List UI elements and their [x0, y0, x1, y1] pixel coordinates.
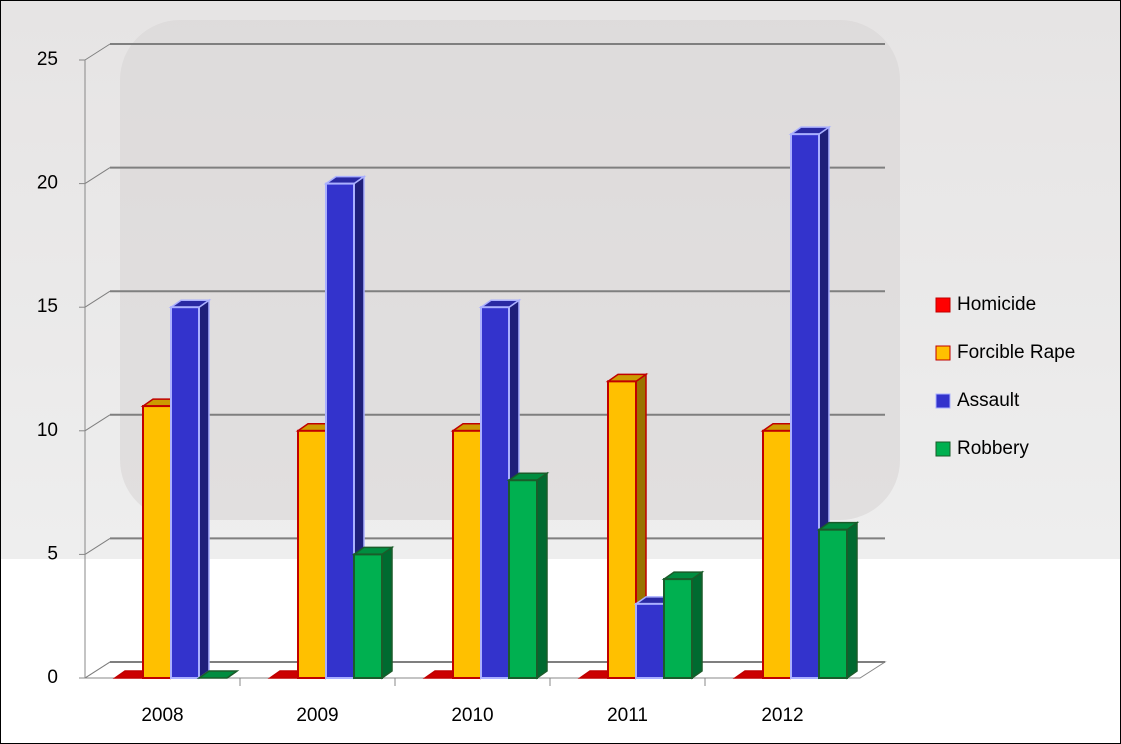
- legend-label: Assault: [957, 390, 1020, 411]
- bar-side: [536, 471, 548, 680]
- legend-label: Forcible Rape: [957, 342, 1075, 363]
- bar: [170, 306, 200, 679]
- grid-connector: [84, 537, 111, 555]
- legend-swatch: [935, 297, 951, 313]
- y-tick-label: 5: [47, 543, 58, 564]
- x-tick-label: 2009: [296, 705, 338, 726]
- bar: [297, 429, 327, 679]
- bar: [452, 429, 482, 679]
- y-tick-label: 0: [47, 667, 58, 688]
- bar: [607, 380, 637, 679]
- bar: [635, 602, 665, 680]
- grid-connector: [84, 661, 111, 679]
- legend-label: Robbery: [957, 438, 1029, 459]
- legend-swatch: [935, 441, 951, 457]
- bar: [663, 578, 693, 679]
- bar: [790, 133, 820, 680]
- y-tick-label: 15: [37, 296, 58, 317]
- bar-side: [691, 570, 703, 680]
- bar: [508, 479, 538, 679]
- bar-side: [198, 298, 210, 680]
- x-tick-label: 2010: [451, 705, 493, 726]
- bar-side: [846, 521, 858, 680]
- y-tick-label: 20: [37, 173, 58, 194]
- x-tick-label: 2008: [141, 705, 183, 726]
- bar-top: [196, 670, 240, 679]
- bar: [142, 405, 172, 679]
- bar-side: [381, 545, 393, 680]
- bar: [325, 182, 355, 679]
- legend-swatch: [935, 393, 951, 409]
- x-tick-label: 2011: [607, 705, 648, 726]
- background-vehicle: [120, 20, 900, 520]
- grid-connector: [84, 414, 111, 432]
- y-tick-label: 25: [37, 49, 58, 70]
- bar: [353, 553, 383, 680]
- bar: [762, 429, 792, 679]
- grid-connector: [84, 290, 111, 308]
- grid-connector: [84, 43, 111, 61]
- legend-label: Homicide: [957, 294, 1036, 315]
- y-tick-label: 10: [37, 420, 58, 441]
- bar: [818, 528, 848, 679]
- legend-swatch: [935, 345, 951, 361]
- x-tick-label: 2012: [761, 705, 803, 726]
- grid-connector: [84, 167, 111, 185]
- bar: [480, 306, 510, 679]
